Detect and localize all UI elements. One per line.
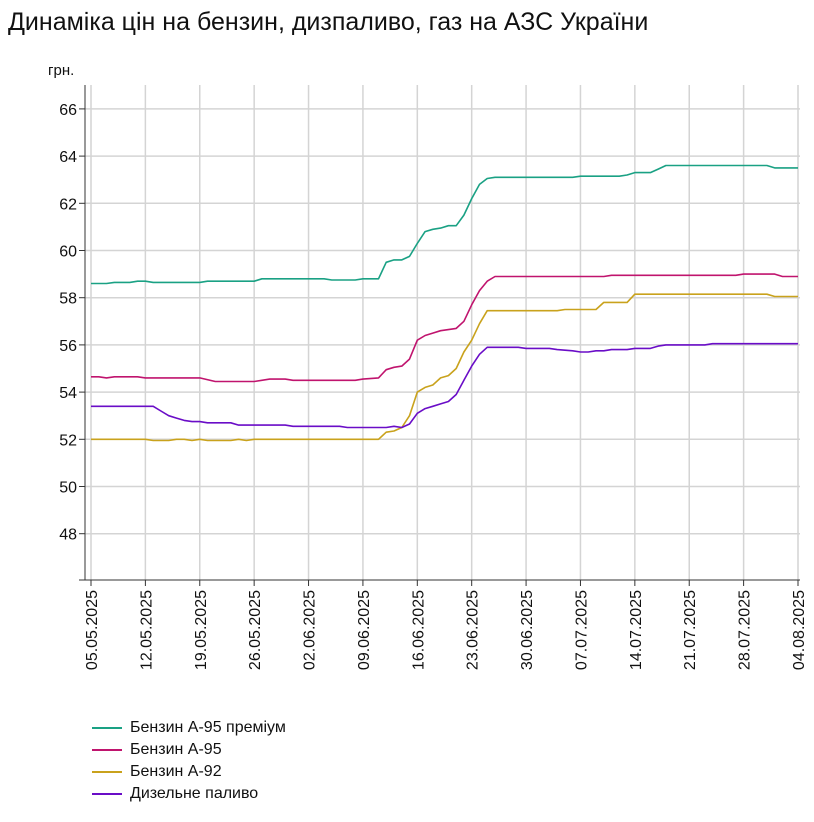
legend-label: Бензин А-95 преміум [130,719,286,736]
legend-swatch [92,749,122,751]
axes [79,85,800,581]
series-line-4 [91,342,798,429]
series-line-3 [91,293,798,442]
x-tick-label: 28.07.2025 [737,590,754,670]
y-tick-label: 54 [59,385,77,402]
line-chart: 48 50 52 54 56 58 60 62 64 66 05.05.2025 12.05.202… [59,85,808,670]
x-tick-label: 09.06.2025 [356,590,373,670]
y-tick-label: 52 [59,432,77,449]
y-tick-label: 58 [59,291,77,308]
x-tick-label: 23.06.2025 [465,590,482,670]
x-tick-label: 14.07.2025 [628,590,645,670]
x-tick-label: 26.05.2025 [247,590,264,670]
legend-item: Бензин А-92 [92,761,286,783]
x-tick-label: 07.07.2025 [573,590,590,670]
y-axis-unit-label: грн. [48,62,75,79]
x-tick-label: 30.06.2025 [519,590,536,670]
legend-item: Бензин А-95 преміум [92,717,286,739]
legend-label: Дизельне паливо [130,785,259,802]
legend-label: Бензин А-92 [130,763,222,780]
x-tick-label: 02.06.2025 [302,590,319,670]
y-tick-label: 62 [59,196,77,213]
x-ticks: 05.05.2025 12.05.2025 19.05.2025 26.05.2025… [84,580,808,670]
y-tick-label: 66 [59,102,77,119]
y-tick-label: 48 [59,527,77,544]
legend-item: Дизельне паливо [92,783,286,805]
x-tick-label: 16.06.2025 [410,590,427,670]
y-tick-label: 64 [59,149,77,166]
legend-label: Бензин А-95 [130,741,222,758]
grid [85,85,800,580]
legend-item: Бензин А-95 [92,739,286,761]
legend: Бензин А-95 преміум Бензин А-95 Бензин А-9… [92,717,286,805]
series-line-2 [91,273,798,383]
series-line-1 [91,164,798,285]
x-tick-label: 05.05.2025 [84,590,101,670]
x-tick-label: 04.08.2025 [791,590,808,670]
chart-title: Динаміка цін на бензин, дизпаливо, газ н… [8,8,649,36]
series-lines [91,164,798,442]
y-ticks: 48 50 52 54 56 58 60 62 64 66 [59,102,85,544]
y-tick-label: 60 [59,244,77,261]
y-tick-label: 50 [59,480,77,497]
legend-swatch [92,727,122,729]
legend-swatch [92,793,122,795]
x-tick-label: 21.07.2025 [682,590,699,670]
legend-swatch [92,771,122,773]
y-tick-label: 56 [59,338,77,355]
x-tick-label: 19.05.2025 [193,590,210,670]
x-tick-label: 12.05.2025 [138,590,155,670]
